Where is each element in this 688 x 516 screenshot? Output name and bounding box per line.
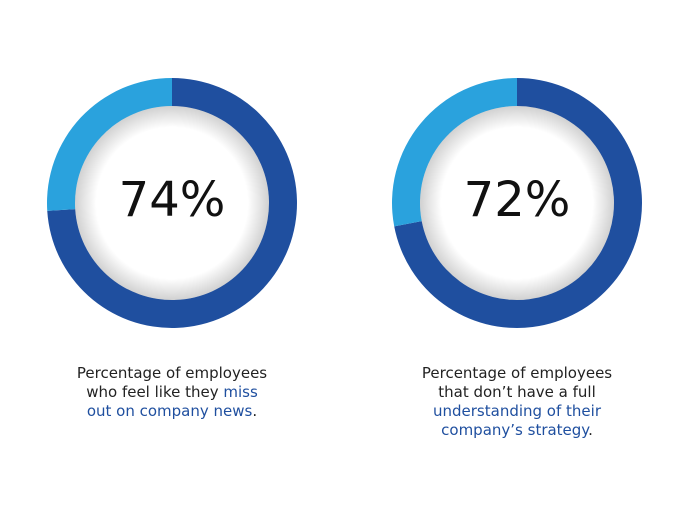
caption-line: company’s strategy. [441, 421, 593, 439]
caption-line: who feel like they miss [86, 383, 258, 401]
caption-text: Percentage of employees [77, 364, 267, 382]
caption-text: who feel like they [86, 383, 223, 401]
caption-text: that don’t have a full [438, 383, 596, 401]
caption-line: understanding of their [433, 402, 602, 420]
caption-text: understanding of their [433, 402, 602, 420]
donut-segment [47, 78, 172, 211]
caption-line: that don’t have a full [438, 383, 596, 401]
caption-text: company’s strategy [441, 421, 590, 439]
center-value: 74% [119, 172, 226, 228]
caption-line: out on company news. [87, 402, 257, 420]
caption-text: . [252, 402, 257, 420]
caption-line: Percentage of employees [77, 364, 267, 382]
caption-text: miss [223, 383, 258, 401]
caption-text: out on company news [87, 402, 253, 420]
caption-text: Percentage of employees [422, 364, 612, 382]
donut-segment [392, 78, 517, 227]
inner-shadow [420, 106, 614, 300]
center-value: 72% [464, 172, 571, 228]
caption-line: Percentage of employees [422, 364, 612, 382]
caption-text: . [588, 421, 593, 439]
inner-shadow [75, 106, 269, 300]
